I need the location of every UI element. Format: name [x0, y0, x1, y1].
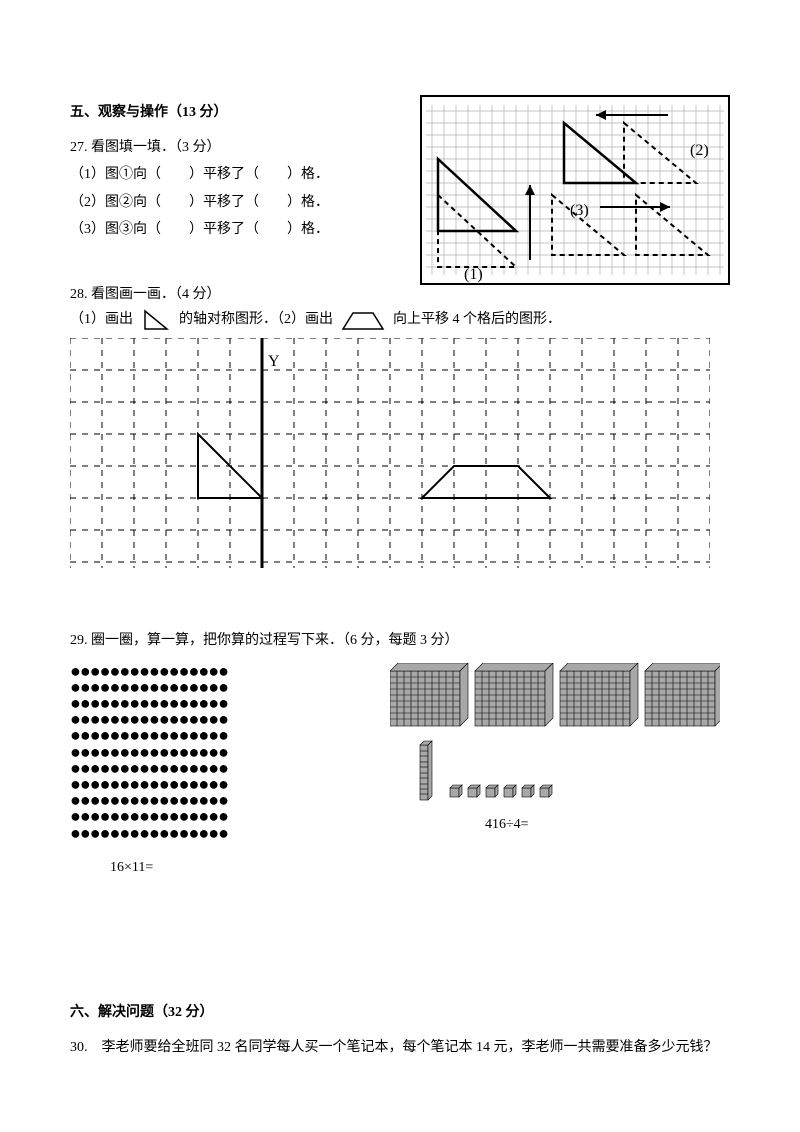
svg-text:Y: Y: [268, 353, 280, 370]
q28-instruction: （1）画出 的轴对称图形．（2）画出 向上平移 4 个格后的图形．: [70, 307, 730, 332]
q29-expr1: 16×11=: [70, 855, 330, 880]
q27-block: 27. 看图填一填．（3 分） （1）图①向（ ）平移了（ ）格． （2）图②向…: [70, 135, 730, 242]
section-6: 六、解决问题（32 分） 30. 李老师要给全班同 32 名同学每人买一个笔记本…: [70, 1000, 730, 1060]
q27-figure: (1) (2) (3): [420, 95, 730, 294]
q29-title: 29. 圈一圈，算一算，把你算的过程写下来．（6 分，每题 3 分）: [70, 628, 730, 653]
q27-title: 27. 看图填一填．（3 分）: [70, 135, 390, 160]
trapezoid-icon: [341, 309, 385, 331]
q29-blocks: 416÷4=: [390, 663, 720, 842]
q28-part1-pre: （1）画出: [70, 307, 133, 332]
q27-line2: （2）图②向（ ）平移了（ ）格．: [70, 190, 390, 215]
svg-text:416÷4=: 416÷4=: [485, 817, 529, 832]
triangle-icon: [141, 309, 171, 331]
svg-text:(3): (3): [570, 202, 589, 219]
svg-text:(2): (2): [690, 142, 709, 159]
section-6-header: 六、解决问题（32 分）: [70, 1000, 730, 1025]
q28-part1-post: 的轴对称图形．（2）画出: [179, 307, 333, 332]
q27-line1: （1）图①向（ ）平移了（ ）格．: [70, 162, 390, 187]
q27-line3: （3）图③向（ ）平移了（ ）格．: [70, 217, 390, 242]
q29-block: 29. 圈一圈，算一算，把你算的过程写下来．（6 分，每题 3 分） ●●●●●…: [70, 628, 730, 880]
q30-text: 30. 李老师要给全班同 32 名同学每人买一个笔记本，每个笔记本 14 元，李…: [70, 1035, 730, 1060]
q29-dots: ●●●●●●●●●●●●●●●●●●●●●●●●●●●●●●●●●●●●●●●●…: [70, 663, 330, 880]
q28-grid: Y: [70, 338, 730, 577]
svg-text:(1): (1): [464, 266, 483, 283]
q28-part2-post: 向上平移 4 个格后的图形．: [393, 307, 561, 332]
